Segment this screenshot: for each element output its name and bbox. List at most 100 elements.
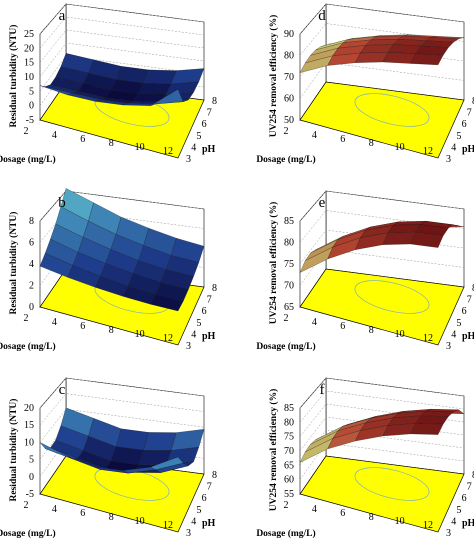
x-tick-label: 10: [395, 516, 405, 527]
z-tick-label: 50: [284, 115, 294, 126]
panel-letter: f: [320, 382, 325, 398]
surface-patch: [410, 53, 444, 66]
z-tick-label: 65: [284, 460, 294, 471]
y-axis-title: pH: [462, 144, 474, 155]
x-tick-label: 2: [24, 313, 29, 324]
y-tick-label: 6: [202, 306, 207, 317]
z-tick-label: 55: [284, 489, 294, 500]
surface-patch: [354, 52, 389, 63]
y-axis-title: pH: [462, 331, 474, 342]
z-gridline: [39, 29, 205, 63]
z-tick-label: 75: [284, 432, 294, 443]
panel-d: 506070809024681012345678UV254 removal ef…: [256, 3, 474, 165]
surface-patch: [410, 423, 444, 435]
z-gridline: [299, 416, 465, 452]
x-tick-label: 2: [24, 126, 29, 137]
contour-floor: [299, 455, 465, 533]
z-gridline: [299, 377, 465, 409]
z-tick-label: 80: [284, 417, 294, 428]
x-tick-label: 4: [52, 317, 57, 328]
surface: [39, 188, 205, 312]
z-tick-label: 10: [24, 437, 34, 448]
x-tick-label: 10: [135, 329, 145, 340]
surface-patch: [387, 44, 422, 54]
y-tick-label: 4: [191, 142, 196, 153]
y-tick-label: 4: [191, 516, 196, 527]
z-gridline: [299, 190, 465, 222]
x-tick-label: 10: [395, 329, 405, 340]
y-tick-label: 8: [212, 470, 217, 481]
x-tick-label: 8: [109, 325, 114, 336]
surface-patch: [150, 456, 184, 470]
z-axis-title: Residual turbidity (NTU): [8, 399, 19, 502]
x-tick-label: 12: [163, 520, 173, 531]
x-tick-label: 10: [135, 142, 145, 153]
y-tick-label: 4: [451, 142, 456, 153]
surface-patch: [150, 294, 184, 312]
x-tick-label: 4: [52, 504, 57, 515]
x-tick-label: 6: [340, 134, 345, 145]
y-tick-label: 6: [462, 306, 467, 317]
z-tick-label: 65: [284, 302, 294, 313]
contour-line: [354, 93, 430, 127]
z-tick-label: 60: [284, 475, 294, 486]
z-axis-title: UV254 removal efficiency (%): [268, 389, 279, 512]
panel-letter: b: [58, 195, 66, 211]
y-axis-title: pH: [462, 518, 474, 529]
y-tick-label: 5: [456, 505, 461, 516]
x-tick-label: 12: [423, 333, 433, 344]
z-tick-label: 2: [29, 281, 34, 292]
y-axis-title: pH: [202, 144, 216, 155]
z-axis-title: UV254 removal efficiency (%): [268, 15, 279, 138]
panel-e: 657075808524681012345678UV254 removal ef…: [256, 190, 474, 352]
z-tick-label: 80: [284, 238, 294, 249]
z-tick-label: 20: [24, 403, 34, 414]
z-gridline: [299, 390, 465, 423]
y-tick-label: 7: [467, 108, 472, 119]
y-tick-label: 7: [467, 482, 472, 493]
panel-letter: e: [319, 195, 326, 211]
y-tick-label: 3: [186, 528, 191, 539]
x-tick-label: 2: [284, 313, 289, 324]
x-tick-label: 2: [284, 500, 289, 511]
y-tick-label: 4: [451, 516, 456, 527]
y-tick-label: 3: [446, 154, 451, 165]
surface: [299, 221, 465, 273]
z-tick-label: 70: [284, 446, 294, 457]
y-tick-label: 3: [186, 341, 191, 352]
x-axis-title: Dosage (mg/L): [256, 154, 315, 165]
z-tick-label: 0: [29, 472, 34, 483]
contour-floor: [299, 268, 465, 346]
z-gridline: [299, 229, 465, 265]
z-tick-label: 10: [24, 72, 34, 83]
z-tick-label: 0: [29, 302, 34, 313]
y-tick-label: 8: [472, 283, 474, 294]
panel-letter: d: [318, 8, 326, 24]
z-gridline: [299, 442, 465, 480]
x-tick-label: 6: [340, 321, 345, 332]
z-gridline: [39, 42, 205, 78]
panel-letter: a: [59, 8, 66, 24]
y-tick-label: 7: [207, 295, 212, 306]
z-tick-label: 75: [284, 259, 294, 270]
x-tick-label: 12: [163, 146, 173, 157]
y-tick-label: 8: [212, 96, 217, 107]
y-tick-label: 3: [186, 154, 191, 165]
z-gridline: [299, 249, 465, 286]
x-tick-label: 8: [369, 512, 374, 523]
z-gridline: [39, 393, 205, 426]
y-tick-label: 3: [446, 341, 451, 352]
surface-patch: [382, 231, 416, 245]
x-tick-label: 12: [163, 333, 173, 344]
z-tick-label: -5: [26, 489, 34, 500]
x-tick-label: 4: [312, 317, 317, 328]
z-tick-label: 80: [284, 51, 294, 62]
x-tick-label: 2: [24, 500, 29, 511]
surface-patch: [138, 83, 172, 95]
z-tick-label: 0: [29, 101, 34, 112]
z-tick-label: 60: [284, 94, 294, 105]
panel-letter: c: [59, 382, 66, 398]
z-tick-label: 5: [29, 86, 34, 97]
